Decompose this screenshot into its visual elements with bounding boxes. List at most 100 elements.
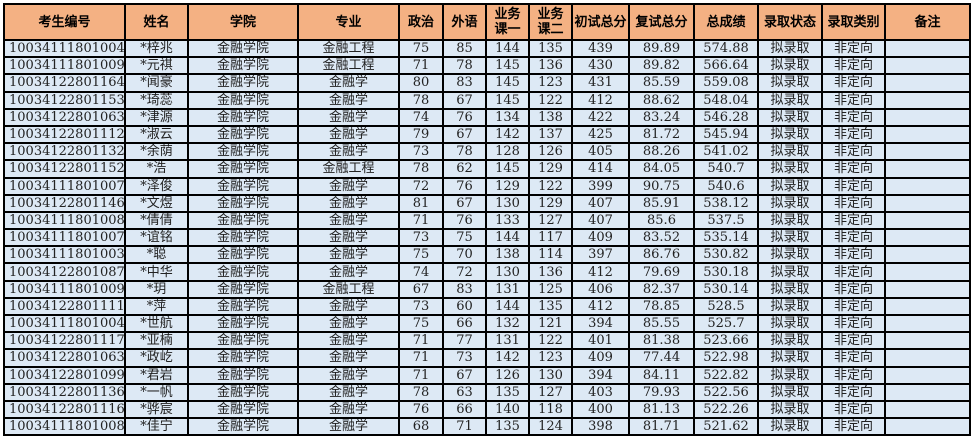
cell-prelim-total[interactable]: 400 [571,399,630,420]
cell-politics[interactable]: 74 [398,262,444,282]
cell-school[interactable]: 金融学院 [187,142,299,162]
cell-politics[interactable]: 71 [398,348,444,368]
cell-major[interactable]: 金融学 [297,73,400,93]
cell-total-score[interactable]: 535.14 [693,228,759,248]
cell-total-score[interactable]: 541.02 [693,142,759,162]
cell-course-2[interactable]: 126 [528,142,573,162]
cell-course-2[interactable]: 135 [528,38,573,59]
cell-admission-status[interactable]: 拟录取 [757,365,823,385]
cell-major[interactable]: 金融工程 [297,159,400,179]
cell-retest-total[interactable]: 85.59 [628,73,695,93]
cell-major[interactable]: 金融学 [297,331,400,351]
cell-major[interactable]: 金融学 [297,90,400,110]
cell-major[interactable]: 金融学 [297,142,400,162]
cell-major[interactable]: 金融学 [297,262,400,282]
cell-foreign-language[interactable]: 83 [442,73,487,93]
cell-total-score[interactable]: 530.82 [693,245,759,265]
cell-foreign-language[interactable]: 78 [442,142,487,162]
cell-foreign-language[interactable]: 60 [442,296,487,317]
cell-course-2[interactable]: 122 [528,331,573,351]
cell-admission-status[interactable]: 拟录取 [757,56,823,76]
cell-course-2[interactable]: 125 [528,279,573,299]
cell-prelim-total[interactable]: 407 [571,210,630,231]
cell-prelim-total[interactable]: 412 [571,262,630,282]
cell-prelim-total[interactable]: 414 [571,159,630,179]
cell-retest-total[interactable]: 89.89 [628,38,695,59]
cell-course-1[interactable]: 144 [485,228,530,248]
cell-admission-status[interactable]: 拟录取 [757,107,823,127]
cell-politics[interactable]: 78 [398,90,444,110]
cell-course-1[interactable]: 145 [485,90,530,110]
cell-remarks[interactable] [884,193,971,213]
cell-remarks[interactable] [884,365,971,385]
cell-admission-status[interactable]: 拟录取 [757,348,823,368]
cell-course-2[interactable]: 118 [528,399,573,420]
cell-retest-total[interactable]: 79.93 [628,382,695,402]
cell-total-score[interactable]: 546.28 [693,107,759,127]
cell-total-score[interactable]: 522.56 [693,382,759,402]
cell-major[interactable]: 金融学 [297,313,400,334]
cell-course-2[interactable]: 117 [528,228,573,248]
cell-name[interactable]: *淑云 [124,124,189,145]
cell-prelim-total[interactable]: 399 [571,176,630,196]
cell-foreign-language[interactable]: 66 [442,313,487,334]
cell-major[interactable]: 金融学 [297,107,400,127]
cell-prelim-total[interactable]: 409 [571,348,630,368]
cell-politics[interactable]: 81 [398,193,444,213]
cell-major[interactable]: 金融学 [297,228,400,248]
cell-admission-type[interactable]: 非定向 [821,245,886,265]
cell-course-1[interactable]: 144 [485,296,530,317]
cell-candidate-id[interactable]: 100341228010637 [3,348,126,368]
cell-foreign-language[interactable]: 67 [442,90,487,110]
cell-admission-status[interactable]: 拟录取 [757,313,823,334]
cell-foreign-language[interactable]: 83 [442,279,487,299]
cell-foreign-language[interactable]: 85 [442,38,487,59]
cell-prelim-total[interactable]: 407 [571,193,630,213]
cell-course-2[interactable]: 127 [528,210,573,231]
cell-school[interactable]: 金融学院 [187,313,299,334]
cell-major[interactable]: 金融学 [297,382,400,402]
cell-name[interactable]: *佳宁 [124,417,189,437]
cell-remarks[interactable] [884,313,971,334]
cell-candidate-id[interactable]: 100341118010045 [3,313,126,334]
cell-course-1[interactable]: 131 [485,279,530,299]
cell-politics[interactable]: 73 [398,228,444,248]
cell-foreign-language[interactable]: 70 [442,245,487,265]
cell-candidate-id[interactable]: 100341228011361 [3,382,126,402]
cell-admission-status[interactable]: 拟录取 [757,193,823,213]
cell-total-score[interactable]: 538.12 [693,193,759,213]
cell-politics[interactable]: 72 [398,176,444,196]
cell-total-score[interactable]: 523.66 [693,331,759,351]
cell-politics[interactable]: 73 [398,142,444,162]
cell-admission-status[interactable]: 拟录取 [757,176,823,196]
cell-remarks[interactable] [884,245,971,265]
cell-school[interactable]: 金融学院 [187,90,299,110]
cell-candidate-id[interactable]: 100341228010638 [3,107,126,127]
cell-total-score[interactable]: 574.88 [693,38,759,59]
cell-course-1[interactable]: 144 [485,38,530,59]
cell-foreign-language[interactable]: 72 [442,262,487,282]
cell-retest-total[interactable]: 84.05 [628,159,695,179]
cell-retest-total[interactable]: 81.38 [628,331,695,351]
cell-major[interactable]: 金融学 [297,417,400,437]
cell-admission-status[interactable]: 拟录取 [757,262,823,282]
cell-course-1[interactable]: 132 [485,313,530,334]
cell-foreign-language[interactable]: 62 [442,159,487,179]
cell-school[interactable]: 金融学院 [187,348,299,368]
cell-prelim-total[interactable]: 439 [571,38,630,59]
cell-school[interactable]: 金融学院 [187,262,299,282]
cell-course-1[interactable]: 145 [485,159,530,179]
cell-course-2[interactable]: 121 [528,313,573,334]
cell-school[interactable]: 金融学院 [187,228,299,248]
cell-remarks[interactable] [884,262,971,282]
cell-politics[interactable]: 71 [398,331,444,351]
cell-candidate-id[interactable]: 100341228011529 [3,159,126,179]
cell-school[interactable]: 金融学院 [187,124,299,145]
cell-remarks[interactable] [884,331,971,351]
cell-total-score[interactable]: 521.62 [693,417,759,437]
cell-foreign-language[interactable]: 77 [442,331,487,351]
cell-total-score[interactable]: 522.26 [693,399,759,420]
cell-total-score[interactable]: 559.08 [693,73,759,93]
cell-prelim-total[interactable]: 430 [571,56,630,76]
cell-course-1[interactable]: 130 [485,193,530,213]
